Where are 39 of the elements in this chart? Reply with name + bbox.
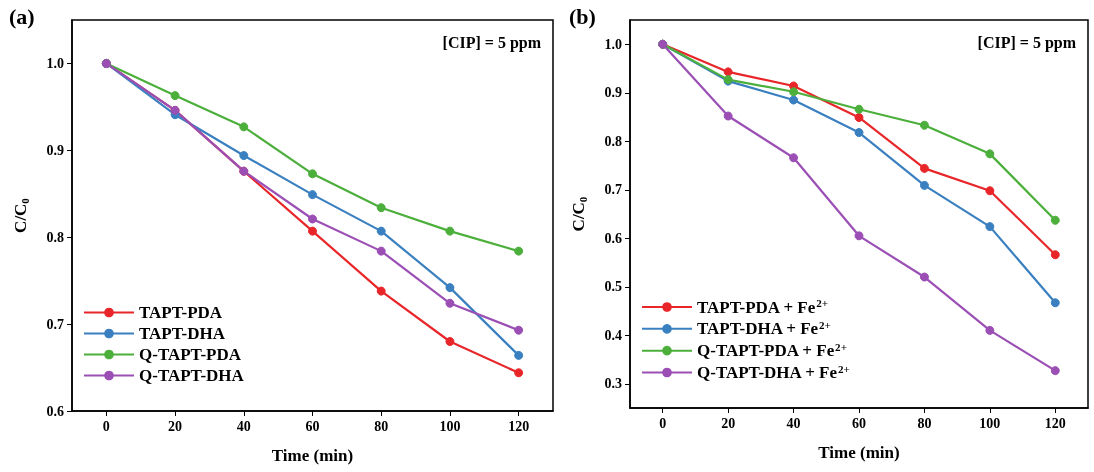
x-tick-label: 120	[1044, 415, 1066, 431]
y-axis-title: C/C0	[11, 197, 31, 233]
annotation: [CIP] = 5 ppm	[442, 33, 542, 52]
y-tick-label: 0.6	[604, 230, 622, 246]
chart-title: (b)	[569, 3, 596, 29]
x-tick-label: 40	[236, 418, 251, 434]
y-tick-label: 0.7	[604, 182, 622, 198]
y-tick-label: 0.9	[604, 85, 622, 101]
y-tick-label: 1.0	[604, 36, 622, 52]
x-tick-label: 80	[917, 415, 932, 431]
legend-label: Q-TAPT-PDA	[139, 345, 242, 364]
x-tick-label: 0	[102, 418, 110, 434]
x-tick-label: 20	[721, 415, 736, 431]
x-tick-label: 100	[439, 418, 461, 434]
y-axis-title: C/C0	[569, 196, 589, 232]
y-tick-label: 0.7	[46, 316, 64, 332]
x-tick-label: 60	[305, 418, 320, 434]
x-tick-label: 20	[168, 418, 183, 434]
y-tick-label: 1.0	[46, 55, 64, 71]
y-tick-label: 0.8	[604, 133, 622, 149]
y-tick-label: 0.4	[604, 327, 622, 343]
y-tick-label: 0.8	[46, 229, 64, 245]
x-tick-label: 80	[374, 418, 389, 434]
y-tick-label: 0.9	[46, 142, 64, 158]
x-tick-label: 0	[659, 415, 667, 431]
legend-label: TAPT-PDA	[139, 303, 223, 322]
x-axis-title: Time (min)	[818, 443, 900, 462]
chart-title: (a)	[9, 3, 35, 29]
legend-label: Q-TAPT-DHA	[139, 366, 245, 385]
x-tick-label: 40	[786, 415, 801, 431]
y-tick-label: 0.6	[46, 403, 64, 419]
y-tick-label: 0.5	[604, 279, 622, 295]
y-tick-label: 0.3	[604, 376, 622, 392]
annotation: [CIP] = 5 ppm	[977, 33, 1077, 52]
x-axis-title: Time (min)	[271, 446, 354, 465]
x-tick-label: 100	[979, 415, 1001, 431]
x-tick-label: 120	[508, 418, 530, 434]
x-tick-label: 60	[852, 415, 866, 431]
legend-label: TAPT-DHA	[139, 324, 226, 343]
